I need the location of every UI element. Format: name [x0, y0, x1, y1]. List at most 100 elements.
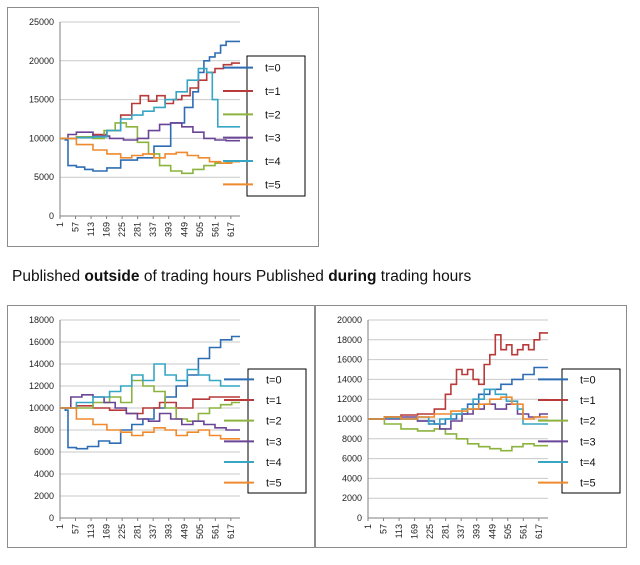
- series-line-t-0: [60, 40, 240, 172]
- x-tick-label: 113: [394, 524, 404, 538]
- x-tick-label: 113: [86, 524, 96, 538]
- x-tick-label: 169: [102, 524, 112, 539]
- y-tick-label: 10000: [29, 133, 54, 143]
- legend-label: t=4: [265, 156, 281, 168]
- y-tick-label: 15000: [29, 95, 54, 105]
- x-tick-label: 617: [226, 524, 236, 539]
- line-chart-top: 0 5000 10000 15000 20000 25000 1 57 113 169 225 281…: [29, 17, 306, 237]
- x-tick-label: 57: [379, 524, 389, 534]
- caption-bold-outside: outside: [84, 268, 140, 285]
- x-tick-label: 281: [441, 524, 451, 539]
- y-tick-label: 10000: [29, 403, 54, 413]
- x-tick-label: 281: [133, 524, 143, 539]
- series-line-t-0: [60, 335, 240, 450]
- y-tick-label: 2000: [34, 491, 54, 501]
- series-line-t-1: [60, 396, 240, 415]
- x-tick-label: 57: [71, 524, 81, 534]
- x-tick-label: 1: [363, 524, 373, 529]
- series-line-t-2: [368, 418, 548, 452]
- x-tick-label: 57: [71, 222, 81, 232]
- legend-box: [561, 368, 621, 494]
- x-tick-label: 561: [518, 524, 528, 539]
- legend-label: t=5: [265, 179, 281, 191]
- legend-label: t=4: [580, 457, 596, 469]
- y-tick-label: 5000: [34, 172, 54, 182]
- y-tick-label: 2000: [342, 493, 362, 503]
- series-line-t-0: [368, 366, 548, 425]
- x-tick-label: 449: [179, 524, 189, 539]
- y-tick-label: 8000: [34, 425, 54, 435]
- legend-label: t=2: [580, 416, 596, 428]
- series-line-t-3: [60, 394, 240, 431]
- y-tick-label: 10000: [337, 414, 362, 424]
- x-tick-label: 393: [164, 524, 174, 539]
- line-chart-outside-hours: 0 2000 4000 6000 8000 10000 12000 14000 16000 180…: [29, 315, 307, 539]
- y-tick-label: 4000: [34, 469, 54, 479]
- chart-caption: Published outside of trading hours Publi…: [12, 268, 471, 286]
- y-tick-label: 12000: [29, 381, 54, 391]
- x-tick-label: 1: [55, 524, 65, 529]
- caption-part3: trading hours: [376, 268, 472, 285]
- y-tick-label: 14000: [337, 374, 362, 384]
- legend-label: t=3: [266, 436, 282, 448]
- y-tick-label: 8000: [342, 434, 362, 444]
- y-tick-label: 6000: [34, 447, 54, 457]
- legend-label: t=0: [266, 374, 282, 386]
- legend-label: t=3: [265, 133, 281, 145]
- legend-box: [247, 368, 307, 494]
- y-tick-label: 20000: [29, 56, 54, 66]
- x-tick-label: 337: [148, 524, 158, 539]
- x-tick-label: 281: [133, 222, 143, 237]
- legend-label: t=1: [265, 86, 281, 98]
- legend-label: t=3: [580, 436, 596, 448]
- y-tick-label: 20000: [337, 315, 362, 325]
- x-tick-label: 449: [179, 222, 189, 237]
- y-tick-label: 0: [357, 513, 362, 523]
- y-tick-label: 0: [49, 211, 54, 221]
- caption-part2: of trading hours Published: [139, 268, 329, 285]
- y-tick-label: 25000: [29, 17, 54, 27]
- x-tick-label: 505: [195, 524, 205, 539]
- x-tick-label: 393: [472, 524, 482, 539]
- series-line-t-4: [60, 363, 240, 409]
- legend-label: t=5: [266, 478, 282, 490]
- x-tick-label: 225: [117, 222, 127, 237]
- legend-label: t=5: [580, 478, 596, 490]
- caption-bold-during: during: [328, 268, 377, 285]
- series-line-t-3: [60, 122, 240, 142]
- x-tick-label: 225: [117, 524, 127, 539]
- x-tick-label: 561: [210, 524, 220, 539]
- legend-label: t=0: [580, 374, 596, 386]
- x-tick-label: 449: [487, 524, 497, 539]
- legend-label: t=0: [265, 63, 281, 75]
- y-tick-label: 18000: [29, 315, 54, 325]
- chart-panel-outside-hours: 0 2000 4000 6000 8000 10000 12000 14000 16000 180…: [7, 305, 315, 548]
- series-line-t-5: [368, 396, 548, 420]
- x-tick-label: 169: [410, 524, 420, 539]
- chart-panel-during-hours: 0 2000 4000 6000 8000 10000 12000 14000 16000 180…: [315, 305, 627, 548]
- x-tick-label: 561: [210, 222, 220, 237]
- chart-panel-top: 0 5000 10000 15000 20000 25000 1 57 113 169 225 281…: [7, 7, 319, 247]
- series-line-t-5: [60, 137, 240, 164]
- y-tick-label: 4000: [342, 473, 362, 483]
- series-line-t-4: [60, 67, 240, 140]
- y-tick-label: 18000: [337, 335, 362, 345]
- x-tick-label: 1: [55, 222, 65, 227]
- x-tick-label: 337: [456, 524, 466, 539]
- caption-part1: Published: [12, 268, 85, 285]
- x-tick-label: 169: [102, 222, 112, 237]
- legend-label: t=2: [265, 109, 281, 121]
- x-tick-label: 617: [534, 524, 544, 539]
- legend-box: [246, 55, 306, 197]
- legend-label: t=1: [580, 395, 596, 407]
- series-line-t-1: [368, 332, 548, 420]
- legend-label: t=4: [266, 457, 282, 469]
- legend-label: t=1: [266, 395, 282, 407]
- x-tick-label: 337: [148, 222, 158, 237]
- y-tick-label: 14000: [29, 359, 54, 369]
- y-tick-label: 0: [49, 513, 54, 523]
- x-tick-label: 113: [86, 222, 96, 236]
- legend-label: t=2: [266, 416, 282, 428]
- series-line-t-5: [60, 407, 240, 440]
- y-tick-label: 16000: [337, 355, 362, 365]
